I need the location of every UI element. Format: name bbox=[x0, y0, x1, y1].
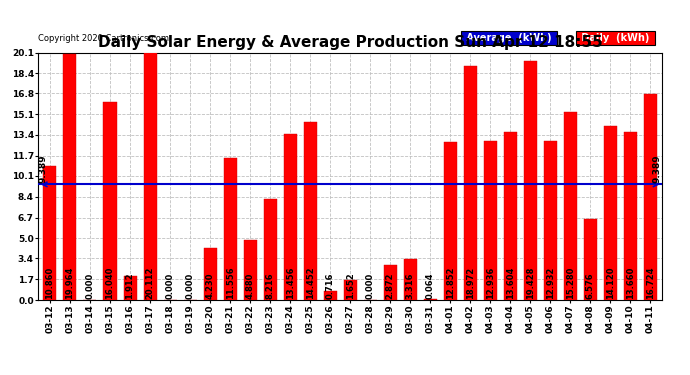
Text: 12.936: 12.936 bbox=[486, 267, 495, 299]
Text: 4.880: 4.880 bbox=[246, 273, 255, 299]
Bar bbox=[304, 122, 317, 300]
Text: 9.389: 9.389 bbox=[39, 154, 48, 183]
Text: 11.556: 11.556 bbox=[226, 267, 235, 299]
Bar bbox=[384, 265, 397, 300]
Text: 18.972: 18.972 bbox=[466, 267, 475, 299]
Text: 0.000: 0.000 bbox=[186, 273, 195, 299]
Text: 15.280: 15.280 bbox=[566, 267, 575, 299]
Bar bbox=[204, 248, 217, 300]
Text: 6.576: 6.576 bbox=[586, 273, 595, 299]
Bar bbox=[324, 291, 337, 300]
Text: 13.456: 13.456 bbox=[286, 267, 295, 299]
Bar bbox=[244, 240, 257, 300]
Title: Daily Solar Energy & Average Production Sun Apr 12 18:55: Daily Solar Energy & Average Production … bbox=[98, 35, 602, 50]
Text: Daily  (kWh): Daily (kWh) bbox=[578, 33, 653, 43]
Text: 13.660: 13.660 bbox=[626, 267, 635, 299]
Text: 16.040: 16.040 bbox=[106, 267, 115, 299]
Text: 4.230: 4.230 bbox=[206, 273, 215, 299]
Bar bbox=[444, 142, 457, 300]
Bar bbox=[43, 166, 57, 300]
Bar bbox=[584, 219, 597, 300]
Text: 9.389: 9.389 bbox=[653, 154, 662, 183]
Text: 12.932: 12.932 bbox=[546, 267, 555, 299]
Text: 14.452: 14.452 bbox=[306, 267, 315, 299]
Bar bbox=[644, 94, 657, 300]
Bar bbox=[404, 259, 417, 300]
Bar bbox=[424, 299, 437, 300]
Bar bbox=[124, 276, 137, 300]
Text: 0.064: 0.064 bbox=[426, 273, 435, 299]
Bar bbox=[144, 53, 157, 300]
Bar bbox=[484, 141, 497, 300]
Bar bbox=[104, 102, 117, 300]
Text: 19.964: 19.964 bbox=[66, 267, 75, 299]
Bar bbox=[63, 54, 77, 300]
Text: 16.724: 16.724 bbox=[646, 267, 655, 299]
Text: 0.000: 0.000 bbox=[366, 273, 375, 299]
Text: 12.852: 12.852 bbox=[446, 267, 455, 299]
Text: 0.000: 0.000 bbox=[166, 273, 175, 299]
Bar bbox=[604, 126, 617, 300]
Bar bbox=[344, 280, 357, 300]
Text: Copyright 2020 Cartronics.com: Copyright 2020 Cartronics.com bbox=[38, 34, 169, 43]
Bar bbox=[624, 132, 637, 300]
Bar bbox=[564, 112, 577, 300]
Bar bbox=[524, 61, 537, 300]
Text: 3.316: 3.316 bbox=[406, 273, 415, 299]
Bar bbox=[264, 199, 277, 300]
Text: 1.912: 1.912 bbox=[126, 273, 135, 299]
Bar bbox=[504, 132, 517, 300]
Text: 1.652: 1.652 bbox=[346, 273, 355, 299]
Text: 20.112: 20.112 bbox=[146, 267, 155, 299]
Text: 0.716: 0.716 bbox=[326, 273, 335, 299]
Bar bbox=[224, 158, 237, 300]
Text: 14.120: 14.120 bbox=[606, 267, 615, 299]
Text: 10.860: 10.860 bbox=[46, 267, 55, 299]
Text: 2.872: 2.872 bbox=[386, 273, 395, 299]
Text: 13.604: 13.604 bbox=[506, 267, 515, 299]
Bar bbox=[464, 66, 477, 300]
Text: 8.216: 8.216 bbox=[266, 273, 275, 299]
Text: Average  (kWh): Average (kWh) bbox=[462, 33, 555, 43]
Text: 19.428: 19.428 bbox=[526, 267, 535, 299]
Bar bbox=[284, 134, 297, 300]
Text: 0.000: 0.000 bbox=[86, 273, 95, 299]
Bar bbox=[544, 141, 557, 300]
